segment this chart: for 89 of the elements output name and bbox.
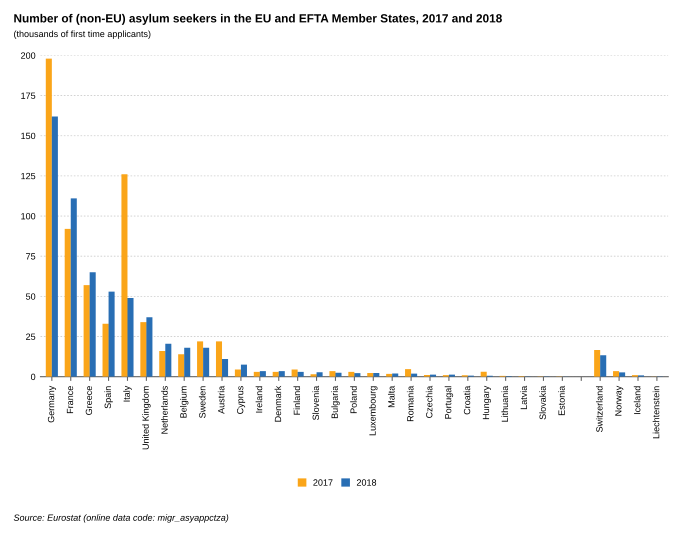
x-tick-label: Estonia: [558, 386, 565, 416]
x-tick-label: Slovakia: [539, 386, 546, 420]
bar: [298, 372, 304, 377]
bar: [594, 350, 600, 377]
x-tick-label: Lithuania: [501, 386, 508, 422]
x-tick-label: Cyprus: [236, 386, 246, 414]
bar: [165, 344, 172, 377]
x-tick-label: France: [66, 386, 74, 414]
bar: [335, 372, 342, 377]
y-tick-label: 25: [26, 334, 36, 340]
y-tick-label: 200: [21, 52, 36, 59]
x-tick-label: Luxembourg: [369, 386, 378, 436]
x-tick-label: Portugal: [444, 386, 454, 419]
bar: [329, 371, 336, 377]
x-tick-label: Croatia: [464, 386, 470, 414]
bar: [613, 371, 620, 377]
bar: [367, 373, 374, 377]
x-tick-label: Malta: [388, 386, 395, 408]
y-tick-label: 75: [26, 253, 36, 260]
bar: [348, 372, 354, 377]
bar: [121, 174, 128, 377]
x-tick-label: Romania: [406, 386, 414, 422]
bar: [146, 317, 152, 377]
legend-label: 2017: [313, 479, 333, 486]
x-tick-label: Germany: [48, 386, 56, 422]
bar: [90, 272, 96, 377]
x-tick-label: United Kingdom: [142, 386, 151, 450]
bar: [272, 372, 279, 377]
x-tick-label: Czechia: [426, 386, 432, 418]
y-tick-label: 50: [26, 293, 36, 300]
bar: [216, 341, 222, 377]
bar: [159, 351, 166, 377]
x-tick-label: Sweden: [198, 386, 206, 418]
bar: [292, 369, 298, 377]
x-tick-label: Iceland: [634, 386, 640, 414]
x-tick-label: Hungary: [482, 386, 491, 420]
bar: [405, 369, 412, 377]
bar: [480, 372, 487, 377]
x-tick-label: Spain: [104, 386, 113, 408]
bar: [178, 354, 184, 377]
bar: [254, 372, 260, 377]
bar: [70, 198, 77, 377]
bar: [203, 348, 210, 377]
x-tick-label: Austria: [218, 386, 224, 414]
x-tick-label: Belgium: [180, 386, 188, 418]
x-tick-label: Liechtenstein: [652, 386, 660, 438]
bar: [184, 348, 190, 377]
chart-subtitle: (thousands of first time applicants): [14, 30, 150, 39]
x-tick-label: Denmark: [274, 386, 282, 422]
bar: [46, 58, 52, 377]
bar: [619, 372, 626, 377]
bar: [127, 298, 134, 377]
bar: [600, 355, 606, 377]
bar: [234, 369, 241, 377]
y-tick-label: 0: [30, 374, 36, 380]
x-tick-label: Poland: [350, 386, 357, 414]
bar: [64, 228, 71, 377]
bar: [140, 322, 146, 377]
bar: [392, 374, 398, 377]
y-tick-label: 175: [21, 92, 36, 99]
bar: [316, 372, 323, 377]
bar: [84, 285, 90, 377]
x-tick-label: Latvia: [520, 386, 527, 410]
legend-label: 2018: [356, 479, 376, 486]
bar: [373, 373, 380, 377]
x-tick-label: Greece: [86, 386, 92, 415]
bar: [354, 373, 360, 377]
bar: [52, 116, 58, 377]
x-tick-label: Bulgaria: [331, 386, 340, 418]
bar: [411, 374, 418, 377]
bar: [197, 341, 204, 377]
source-note: Source: Eurostat (online data code: migr_asyappctza): [14, 514, 228, 523]
bar: [108, 292, 115, 377]
x-tick-label: Finland: [293, 386, 300, 415]
bar: [278, 371, 285, 377]
bar: [222, 359, 228, 377]
x-tick-label: Norway: [615, 386, 624, 416]
y-tick-label: 125: [21, 172, 36, 180]
x-tick-label: Switzerland: [596, 386, 603, 432]
bar: [260, 371, 266, 377]
y-tick-label: 100: [21, 213, 36, 220]
bar: [240, 364, 247, 377]
bar: [102, 324, 109, 377]
x-tick-label: Italy: [123, 386, 132, 402]
x-tick-label: Ireland: [256, 386, 262, 413]
x-tick-label: Slovenia: [312, 386, 319, 420]
x-tick-label: Netherlands: [161, 386, 168, 434]
y-tick-label: 150: [21, 132, 36, 140]
chart-title: Number of (non-EU) asylum seekers in the EU and EFTA Member States, 2017 and 2018: [14, 14, 502, 25]
